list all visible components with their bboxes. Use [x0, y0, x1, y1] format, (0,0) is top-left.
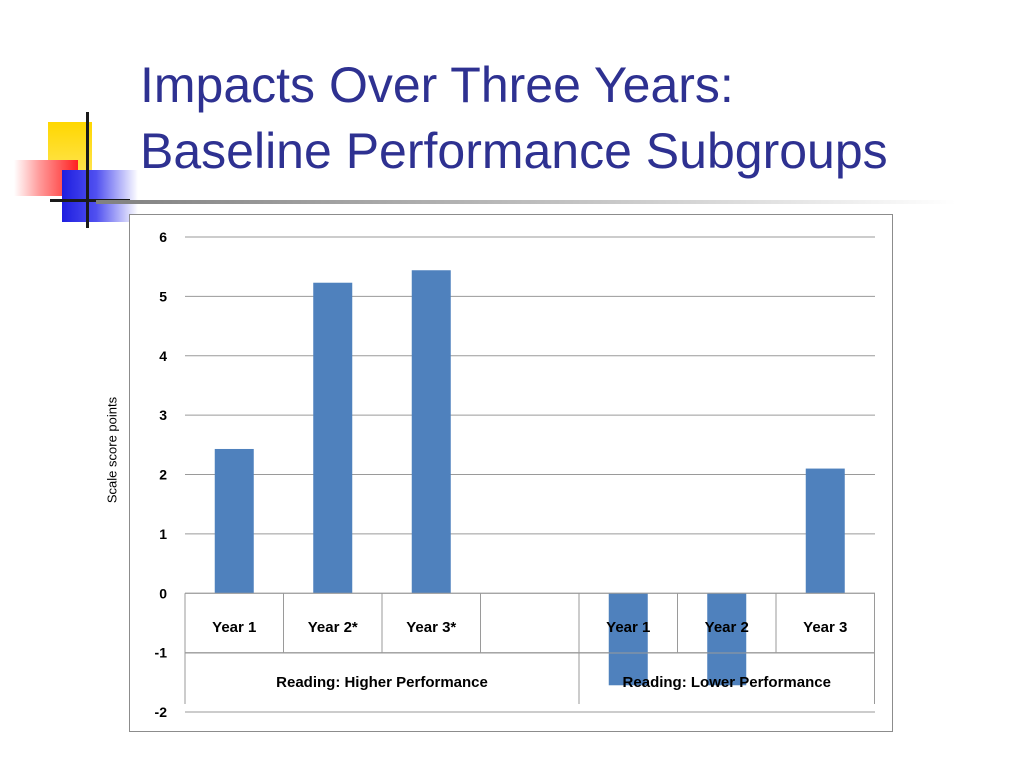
- bar-0-0: [214, 448, 254, 594]
- bar-0-1: [313, 282, 353, 594]
- bar-chart: 6 5 4 3 2 1 0 -1 -2 Year 1 Year 2* Year 3* Year 1 Yea…: [155, 229, 875, 720]
- y-tick-label: 6: [159, 229, 167, 245]
- bar-1-0: [608, 593, 648, 686]
- y-axis-label-text: Scale score points: [104, 396, 120, 504]
- bar-0-2: [411, 270, 451, 594]
- title-line-1: Impacts Over Three Years:: [140, 57, 734, 113]
- y-tick-label: 5: [159, 288, 167, 304]
- group-label: Reading: Lower Performance: [623, 674, 831, 691]
- y-tick-label: -1: [155, 645, 168, 661]
- bar-1-2: [805, 468, 845, 594]
- title-line-2: Baseline Performance Subgroups: [140, 123, 888, 179]
- category-label: Year 2: [705, 619, 749, 636]
- category-label: Year 3*: [406, 619, 456, 636]
- y-tick-label: -2: [155, 704, 168, 720]
- slide-title: Impacts Over Three Years: Baseline Perfo…: [140, 52, 888, 184]
- y-tick-label: 1: [159, 526, 167, 542]
- decor-vertical-line: [86, 112, 89, 228]
- category-label: Year 2*: [308, 619, 358, 636]
- category-label: Year 1: [212, 619, 256, 636]
- y-tick-label: 3: [159, 407, 167, 423]
- chart-frame: 6 5 4 3 2 1 0 -1 -2 Year 1 Year 2* Year 3* Year 1 Yea…: [129, 214, 893, 732]
- title-underline: [96, 200, 956, 204]
- decor-blue-square: [62, 170, 138, 222]
- y-tick-label: 0: [159, 585, 167, 601]
- group-label: Reading: Higher Performance: [276, 674, 488, 691]
- bar-1-1: [707, 593, 747, 686]
- decor-horizontal-line: [50, 199, 130, 202]
- category-label: Year 3: [803, 619, 847, 636]
- y-tick-label: 2: [159, 467, 167, 483]
- category-label: Year 1: [606, 619, 650, 636]
- y-tick-label: 4: [159, 348, 167, 364]
